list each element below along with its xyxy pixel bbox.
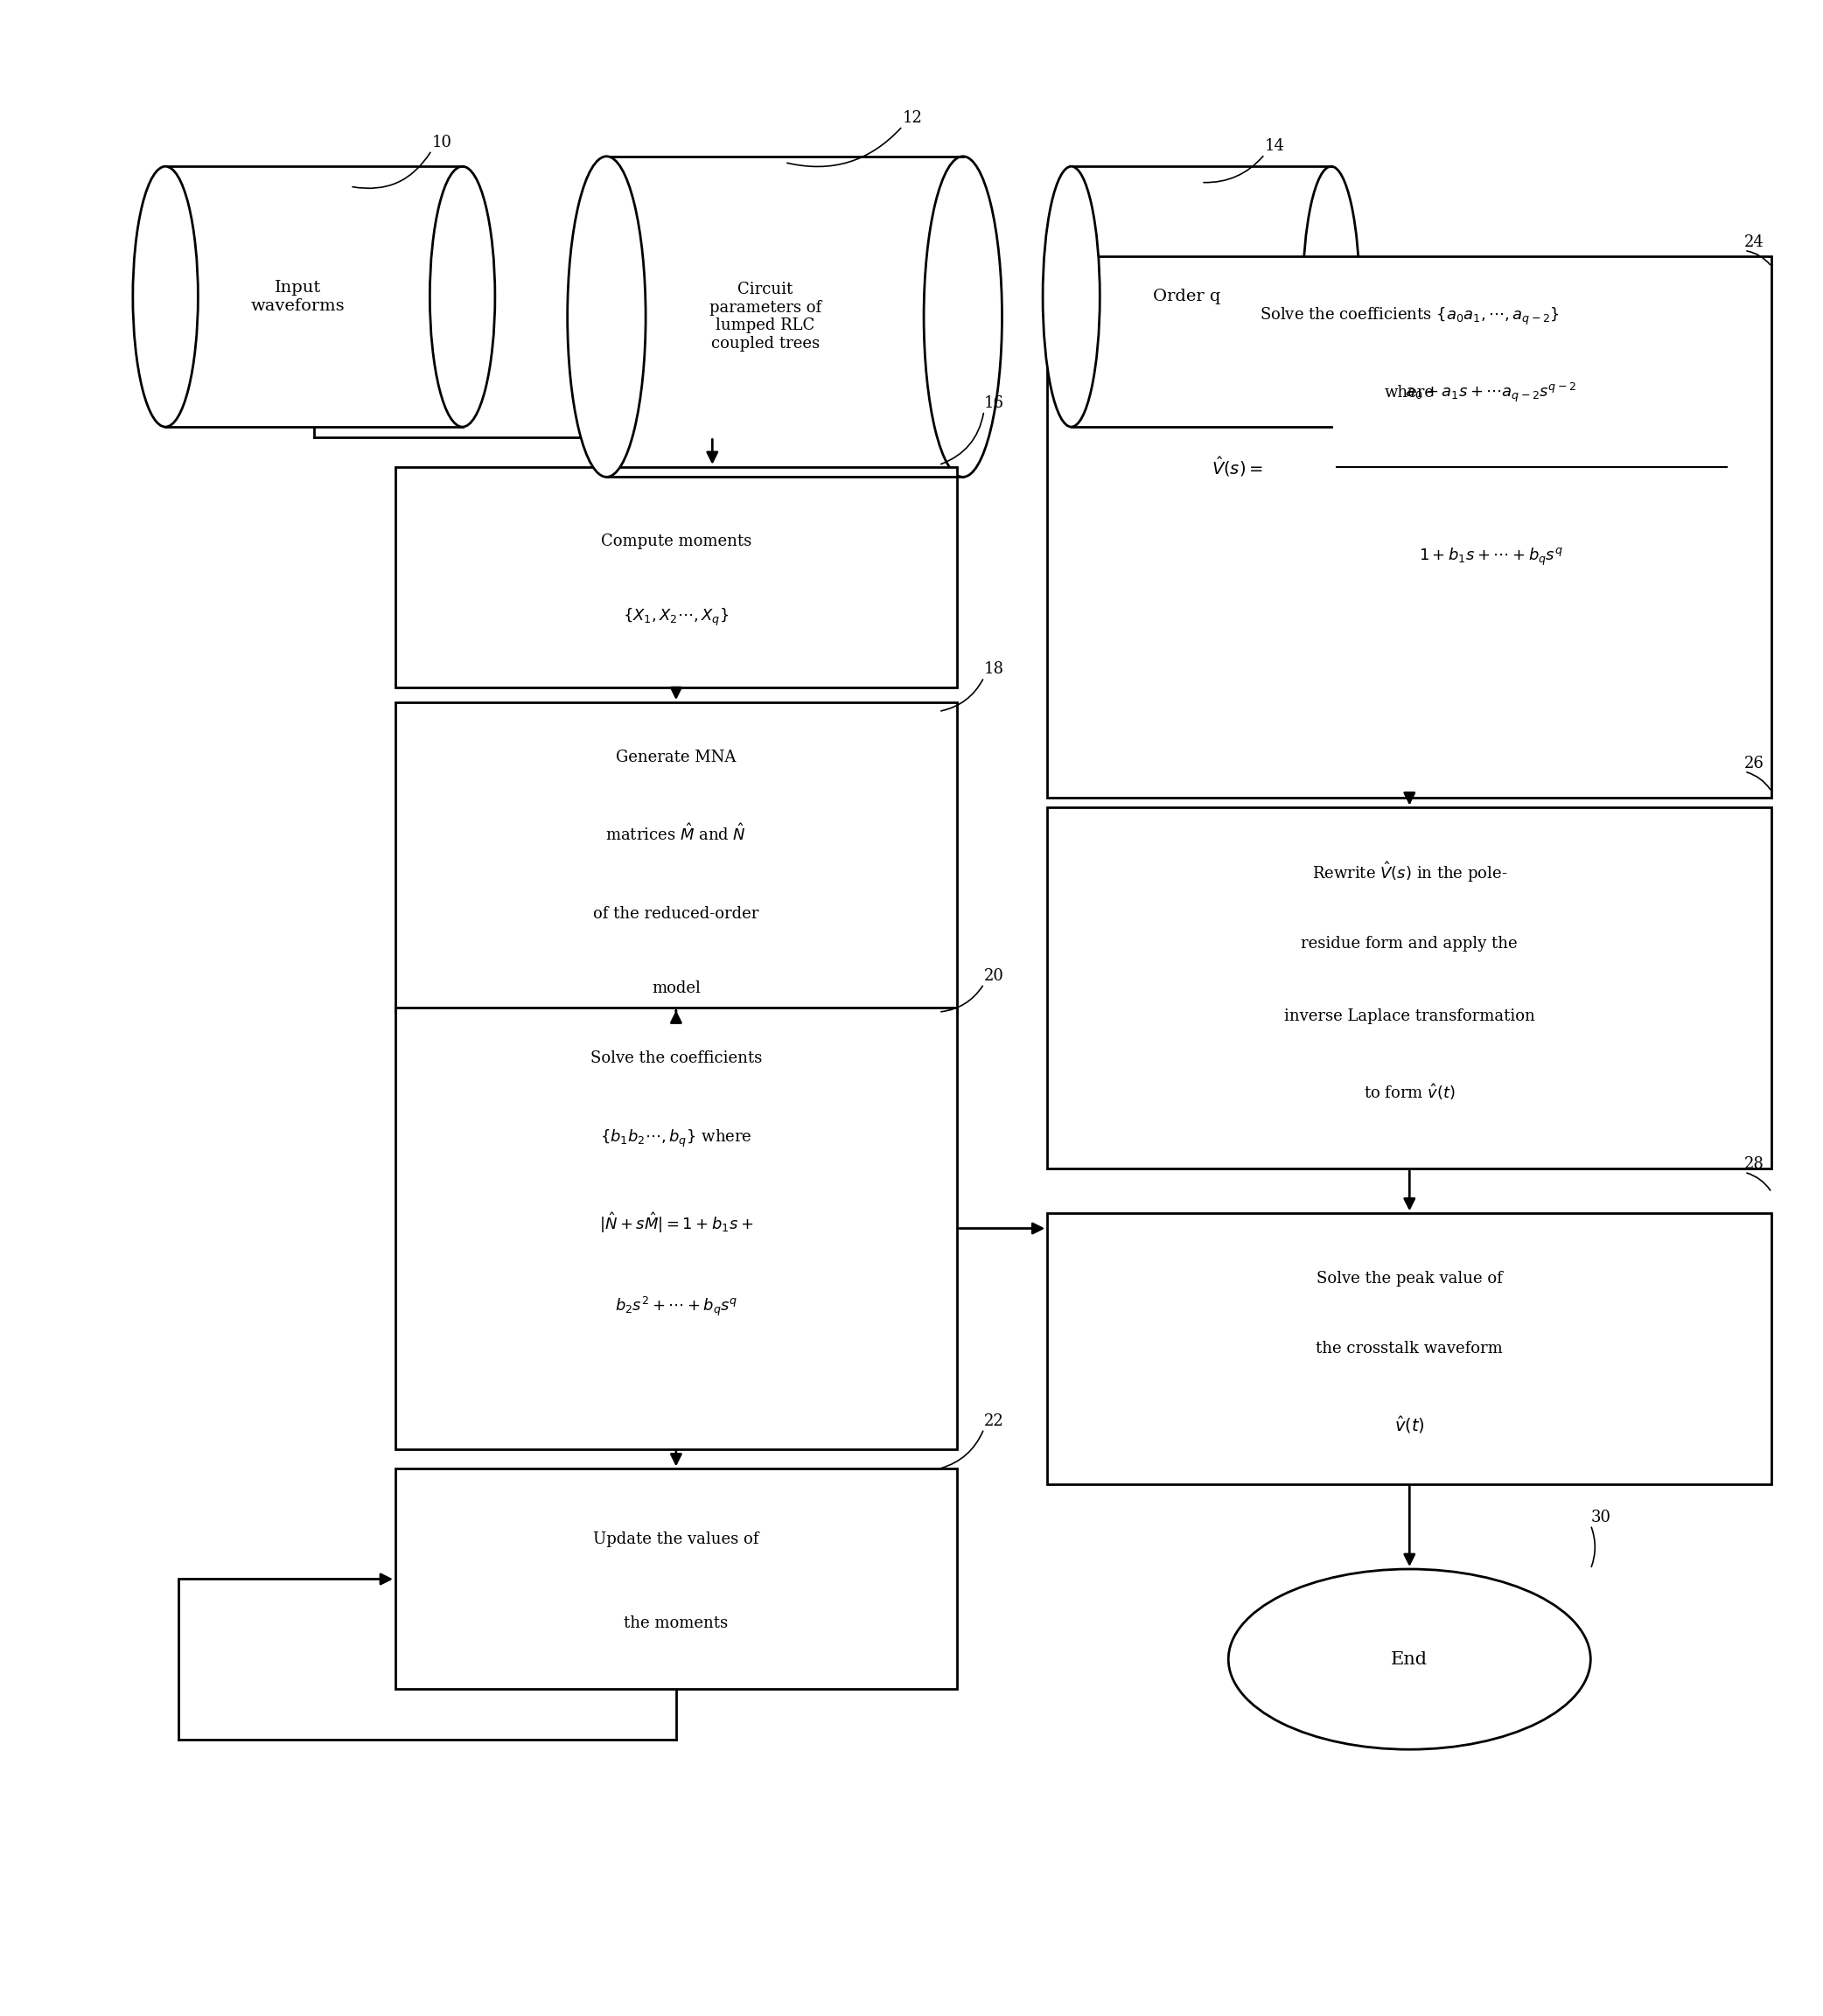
Ellipse shape — [567, 157, 645, 478]
Bar — [166, 167, 463, 427]
Text: $|\hat{N}+s\hat{M}|=1+b_1s+$: $|\hat{N}+s\hat{M}|=1+b_1s+$ — [600, 1210, 753, 1234]
Text: 18: 18 — [984, 661, 1004, 677]
Text: $1+b_1s+\cdots+b_qs^q$: $1+b_1s+\cdots+b_qs^q$ — [1418, 546, 1562, 569]
Ellipse shape — [1043, 167, 1099, 427]
Text: where: where — [1384, 385, 1435, 401]
Text: Update the values of: Update the values of — [592, 1530, 758, 1546]
Text: 14: 14 — [1265, 139, 1285, 155]
Bar — [396, 1008, 957, 1450]
Text: the crosstalk waveform: the crosstalk waveform — [1316, 1341, 1502, 1357]
Text: Rewrite $\hat{V}(s)$ in the pole-: Rewrite $\hat{V}(s)$ in the pole- — [1313, 859, 1508, 883]
Text: 10: 10 — [432, 135, 452, 151]
Text: Generate MNA: Generate MNA — [616, 750, 736, 766]
Ellipse shape — [1303, 167, 1360, 427]
Text: $\hat{V}(s)=$: $\hat{V}(s)=$ — [1212, 456, 1263, 478]
Text: 12: 12 — [902, 111, 922, 127]
Text: of the reduced-order: of the reduced-order — [592, 905, 758, 921]
Text: $\hat{v}(t)$: $\hat{v}(t)$ — [1395, 1415, 1426, 1435]
Ellipse shape — [133, 167, 199, 427]
Bar — [396, 468, 957, 687]
Bar — [1048, 256, 1772, 798]
Ellipse shape — [430, 167, 496, 427]
Text: 22: 22 — [984, 1413, 1004, 1429]
Bar — [1048, 1214, 1772, 1484]
Text: 16: 16 — [984, 395, 1004, 411]
Text: to form $\hat{v}(t)$: to form $\hat{v}(t)$ — [1364, 1083, 1455, 1103]
Text: $b_2s^2+\cdots+b_qs^q$: $b_2s^2+\cdots+b_qs^q$ — [614, 1294, 738, 1318]
Bar — [607, 157, 963, 478]
Text: $\{X_1, X_2\cdots, X_q\}$: $\{X_1, X_2\cdots, X_q\}$ — [623, 607, 729, 627]
Text: $\{b_1b_2\cdots,b_q\}$ where: $\{b_1b_2\cdots,b_q\}$ where — [600, 1127, 753, 1149]
Text: End: End — [1391, 1651, 1427, 1667]
Text: $a_0+a_1s+\cdots a_{q-2}s^{q-2}$: $a_0+a_1s+\cdots a_{q-2}s^{q-2}$ — [1406, 381, 1577, 405]
Text: Solve the coefficients $\{a_0a_1,\cdots,a_{q-2}\}$: Solve the coefficients $\{a_0a_1,\cdots,… — [1260, 306, 1559, 327]
Text: Order q: Order q — [1154, 288, 1221, 304]
Text: Compute moments: Compute moments — [602, 532, 751, 548]
Text: 28: 28 — [1745, 1157, 1765, 1173]
Text: 26: 26 — [1745, 756, 1765, 772]
Text: residue form and apply the: residue form and apply the — [1302, 935, 1519, 952]
Text: 30: 30 — [1591, 1510, 1612, 1524]
Text: inverse Laplace transformation: inverse Laplace transformation — [1283, 1008, 1535, 1024]
Text: Solve the coefficients: Solve the coefficients — [591, 1050, 762, 1066]
Bar — [396, 1470, 957, 1689]
Bar — [396, 702, 957, 1012]
Text: model: model — [651, 980, 700, 996]
Bar — [1048, 808, 1772, 1169]
Text: 20: 20 — [984, 968, 1004, 984]
Text: Circuit
parameters of
lumped RLC
coupled trees: Circuit parameters of lumped RLC coupled… — [709, 282, 820, 353]
Bar — [1072, 167, 1331, 427]
Text: 24: 24 — [1745, 234, 1765, 250]
Text: the moments: the moments — [623, 1615, 727, 1631]
Ellipse shape — [1229, 1568, 1591, 1750]
Text: Solve the peak value of: Solve the peak value of — [1316, 1270, 1502, 1286]
Text: matrices $\hat{M}$ and $\hat{N}$: matrices $\hat{M}$ and $\hat{N}$ — [605, 823, 746, 845]
Text: Input
waveforms: Input waveforms — [250, 280, 345, 314]
Ellipse shape — [924, 157, 1003, 478]
